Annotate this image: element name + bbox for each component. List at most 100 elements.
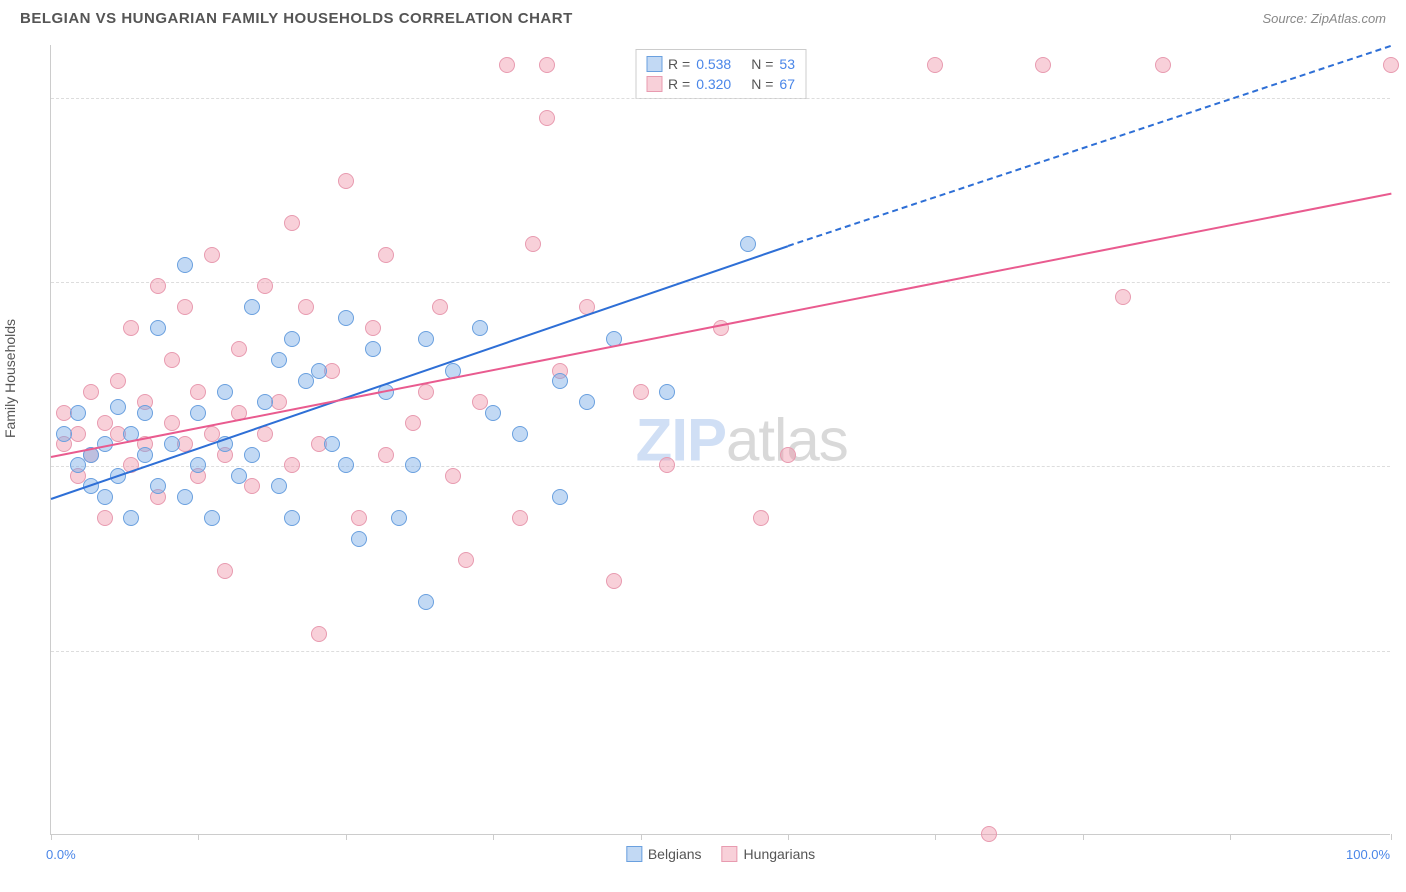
legend-stats: R = 0.538 N = 53 R = 0.320 N = 67 [635,49,806,99]
data-point-belgians [579,394,595,410]
data-point-belgians [204,510,220,526]
data-point-belgians [123,510,139,526]
x-tick [1391,834,1392,840]
data-point-belgians [284,331,300,347]
data-point-belgians [311,363,327,379]
x-tick-label: 100.0% [1346,847,1390,862]
data-point-hungarians [633,384,649,400]
gridline [51,98,1390,99]
data-point-hungarians [432,299,448,315]
data-point-belgians [472,320,488,336]
gridline [51,466,1390,467]
legend-series: Belgians Hungarians [626,846,815,862]
data-point-belgians [740,236,756,252]
data-point-hungarians [1115,289,1131,305]
data-point-belgians [70,405,86,421]
data-point-belgians [231,468,247,484]
x-tick [935,834,936,840]
data-point-hungarians [204,247,220,263]
n-value-belgians: 53 [779,56,795,72]
n-label-hungarians: N = [751,76,773,92]
data-point-hungarians [753,510,769,526]
swatch-hungarians-icon [722,846,738,862]
data-point-belgians [56,426,72,442]
legend-item-hungarians: Hungarians [722,846,816,862]
n-value-hungarians: 67 [779,76,795,92]
watermark-zip: ZIP [636,406,726,473]
legend-stats-row-belgians: R = 0.538 N = 53 [646,54,795,74]
data-point-hungarians [378,447,394,463]
r-value-belgians: 0.538 [696,56,731,72]
x-tick [641,834,642,840]
chart-plot-area: ZIPatlas R = 0.538 N = 53 R = 0.320 N = … [50,45,1390,835]
data-point-hungarians [190,384,206,400]
data-point-belgians [512,426,528,442]
trendline-belgians-extrapolated [788,45,1392,247]
data-point-belgians [190,457,206,473]
data-point-hungarians [110,373,126,389]
x-tick [198,834,199,840]
data-point-belgians [391,510,407,526]
data-point-hungarians [512,510,528,526]
watermark-atlas: atlas [726,406,848,473]
data-point-hungarians [499,57,515,73]
data-point-hungarians [123,320,139,336]
data-point-belgians [659,384,675,400]
data-point-belgians [217,384,233,400]
legend-label-hungarians: Hungarians [744,846,816,862]
data-point-hungarians [927,57,943,73]
data-point-belgians [244,299,260,315]
data-point-belgians [485,405,501,421]
x-tick [346,834,347,840]
data-point-hungarians [405,415,421,431]
data-point-hungarians [284,215,300,231]
data-point-hungarians [257,278,273,294]
data-point-hungarians [1383,57,1399,73]
data-point-hungarians [177,299,193,315]
y-axis-label: Family Households [2,319,18,438]
data-point-belgians [164,436,180,452]
data-point-hungarians [378,247,394,263]
data-point-hungarians [1155,57,1171,73]
data-point-hungarians [525,236,541,252]
swatch-hungarians-icon [646,76,662,92]
chart-title: BELGIAN VS HUNGARIAN FAMILY HOUSEHOLDS C… [20,10,573,27]
data-point-belgians [405,457,421,473]
data-point-belgians [244,447,260,463]
source-label: Source: ZipAtlas.com [1262,11,1386,26]
x-tick [1083,834,1084,840]
data-point-hungarians [539,110,555,126]
x-tick [51,834,52,840]
legend-stats-row-hungarians: R = 0.320 N = 67 [646,74,795,94]
data-point-hungarians [445,468,461,484]
data-point-hungarians [311,626,327,642]
x-tick [788,834,789,840]
data-point-hungarians [164,415,180,431]
gridline [51,651,1390,652]
data-point-belgians [298,373,314,389]
data-point-belgians [552,489,568,505]
data-point-belgians [351,531,367,547]
data-point-belgians [552,373,568,389]
data-point-hungarians [97,510,113,526]
trendline-hungarians [51,192,1391,457]
x-tick [493,834,494,840]
data-point-belgians [338,310,354,326]
data-point-hungarians [418,384,434,400]
data-point-hungarians [539,57,555,73]
r-label-hungarians: R = [668,76,690,92]
data-point-hungarians [231,341,247,357]
swatch-belgians-icon [626,846,642,862]
data-point-hungarians [298,299,314,315]
data-point-belgians [271,352,287,368]
data-point-hungarians [217,563,233,579]
legend-label-belgians: Belgians [648,846,702,862]
data-point-belgians [418,594,434,610]
r-label-belgians: R = [668,56,690,72]
data-point-hungarians [83,384,99,400]
data-point-belgians [177,489,193,505]
data-point-hungarians [351,510,367,526]
data-point-belgians [177,257,193,273]
data-point-belgians [418,331,434,347]
data-point-belgians [150,478,166,494]
